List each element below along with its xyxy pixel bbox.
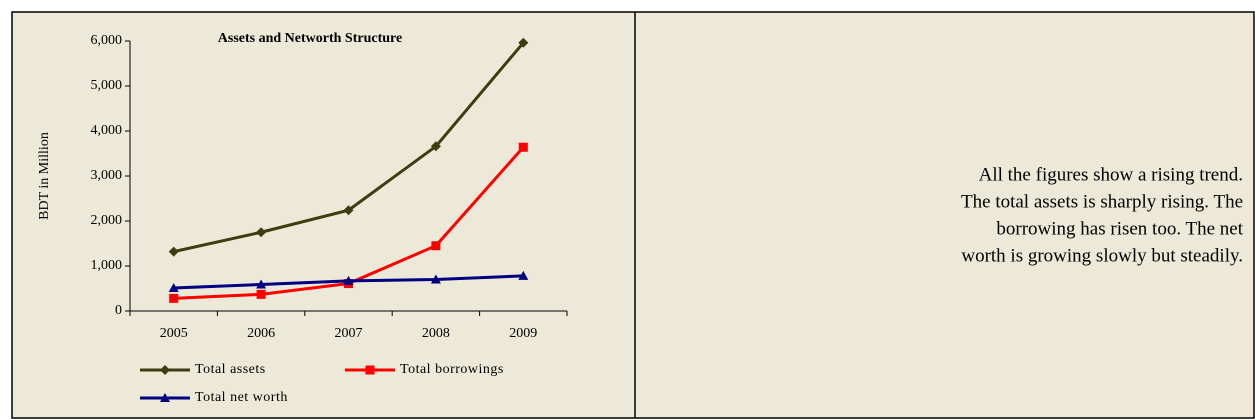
x-tick-label: 2006 <box>247 326 275 341</box>
marker <box>256 289 266 299</box>
y-tick-label: 1,000 <box>91 258 123 273</box>
paragraph-line: borrowing has risen too. The net <box>996 218 1243 239</box>
marker <box>431 241 441 251</box>
x-tick-label: 2005 <box>160 326 188 341</box>
marker <box>160 393 170 402</box>
legend-label: Total assets <box>195 362 266 377</box>
legend-label: Total borrowings <box>400 362 504 377</box>
y-tick-label: 0 <box>115 303 122 318</box>
marker <box>518 37 529 48</box>
y-tick-label: 6,000 <box>91 33 123 48</box>
marker <box>518 142 528 152</box>
table-frame <box>11 11 1255 419</box>
paragraph-line: The total assets is sharply rising. The <box>961 191 1243 212</box>
y-tick-label: 4,000 <box>91 123 123 138</box>
marker <box>365 365 375 375</box>
marker <box>343 275 354 285</box>
legend-label: Total net worth <box>195 390 288 405</box>
marker <box>430 274 441 284</box>
x-tick-label: 2007 <box>335 326 363 341</box>
marker <box>160 365 170 375</box>
marker <box>168 283 179 293</box>
marker <box>518 270 529 280</box>
paragraph-line: worth is growing slowly but steadily. <box>961 245 1243 266</box>
marker <box>256 279 267 289</box>
y-tick-label: 5,000 <box>91 78 123 93</box>
y-axis-label: BDT in Million <box>37 132 52 220</box>
marker <box>343 205 354 216</box>
x-tick-label: 2008 <box>422 326 450 341</box>
marker <box>168 246 179 257</box>
y-tick-label: 2,000 <box>91 213 123 228</box>
marker <box>256 227 267 238</box>
x-tick-label: 2009 <box>509 326 537 341</box>
marker <box>430 141 441 152</box>
chart-title: Assets and Networth Structure <box>218 31 402 46</box>
marker <box>169 293 179 303</box>
paragraph-line: All the figures show a rising trend. <box>979 164 1243 185</box>
y-tick-label: 3,000 <box>91 168 123 183</box>
